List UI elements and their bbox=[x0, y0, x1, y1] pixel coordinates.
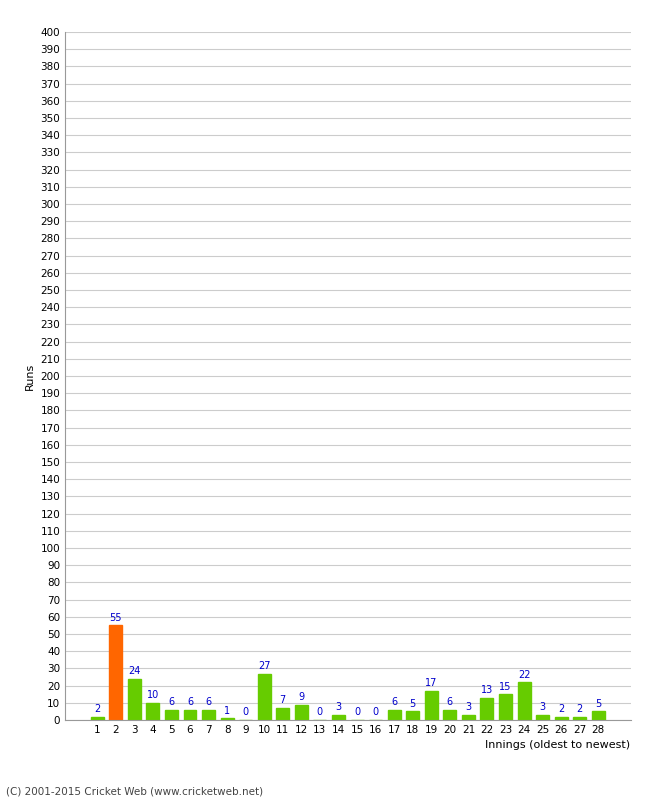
Bar bbox=[202, 710, 215, 720]
Text: 3: 3 bbox=[540, 702, 546, 712]
Text: 24: 24 bbox=[128, 666, 140, 676]
Text: 5: 5 bbox=[410, 699, 416, 709]
Bar bbox=[332, 715, 345, 720]
Bar bbox=[109, 626, 122, 720]
Text: 6: 6 bbox=[447, 697, 453, 707]
Bar bbox=[554, 717, 567, 720]
Bar bbox=[220, 718, 233, 720]
Text: 15: 15 bbox=[499, 682, 512, 692]
Text: 22: 22 bbox=[518, 670, 530, 679]
Bar bbox=[183, 710, 196, 720]
Text: (C) 2001-2015 Cricket Web (www.cricketweb.net): (C) 2001-2015 Cricket Web (www.cricketwe… bbox=[6, 786, 264, 796]
Text: 0: 0 bbox=[317, 707, 323, 718]
Text: 5: 5 bbox=[595, 699, 601, 709]
Text: 2: 2 bbox=[558, 704, 564, 714]
X-axis label: Innings (oldest to newest): Innings (oldest to newest) bbox=[486, 741, 630, 750]
Bar bbox=[499, 694, 512, 720]
Text: 55: 55 bbox=[109, 613, 122, 623]
Text: 2: 2 bbox=[94, 704, 100, 714]
Text: 0: 0 bbox=[372, 707, 379, 718]
Text: 6: 6 bbox=[187, 697, 193, 707]
Bar bbox=[443, 710, 456, 720]
Text: 17: 17 bbox=[425, 678, 437, 688]
Text: 6: 6 bbox=[168, 697, 174, 707]
Text: 0: 0 bbox=[242, 707, 249, 718]
Bar bbox=[406, 711, 419, 720]
Bar bbox=[276, 708, 289, 720]
Text: 6: 6 bbox=[205, 697, 212, 707]
Bar bbox=[592, 711, 604, 720]
Text: 13: 13 bbox=[481, 685, 493, 695]
Bar bbox=[91, 717, 104, 720]
Bar bbox=[573, 717, 586, 720]
Bar bbox=[387, 710, 400, 720]
Bar bbox=[146, 702, 159, 720]
Text: 10: 10 bbox=[147, 690, 159, 700]
Bar bbox=[536, 715, 549, 720]
Text: 6: 6 bbox=[391, 697, 397, 707]
Bar bbox=[480, 698, 493, 720]
Bar bbox=[517, 682, 530, 720]
Text: 0: 0 bbox=[354, 707, 360, 718]
Text: 27: 27 bbox=[258, 661, 270, 671]
Text: 1: 1 bbox=[224, 706, 230, 716]
Bar bbox=[462, 715, 475, 720]
Text: 3: 3 bbox=[335, 702, 341, 712]
Text: 9: 9 bbox=[298, 692, 304, 702]
Bar bbox=[295, 705, 308, 720]
Bar bbox=[128, 678, 141, 720]
Bar bbox=[258, 674, 271, 720]
Bar bbox=[424, 690, 437, 720]
Text: 3: 3 bbox=[465, 702, 471, 712]
Bar bbox=[165, 710, 178, 720]
Text: 2: 2 bbox=[577, 704, 583, 714]
Text: 7: 7 bbox=[280, 695, 286, 706]
Y-axis label: Runs: Runs bbox=[25, 362, 35, 390]
